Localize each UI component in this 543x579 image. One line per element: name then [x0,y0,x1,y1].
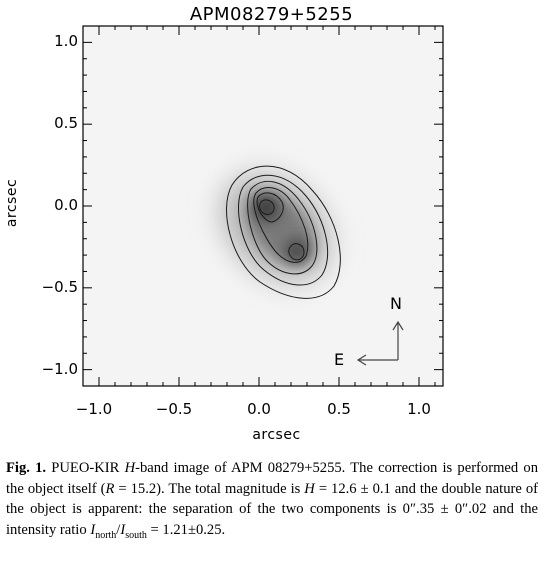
y-axis-label: arcsec [4,178,20,228]
caption-slash: / [116,521,121,538]
contour-1 [226,165,341,299]
caption-var-r: R [105,480,115,497]
contour-3 [247,180,318,275]
contour-south-peak [288,243,305,261]
figure-caption: Fig. 1. PUEO-KIR H-band image of APM 082… [6,458,538,540]
north-label: N [390,294,402,313]
x-tick-label: 1.0 [407,400,431,418]
caption-sub-north: north [95,529,117,541]
caption-text-4: = 12.6 ± 0.1 and the double nature of th… [6,480,538,538]
y-tick-label: 0.5 [54,114,78,133]
caption-text-3: = 15.2). The total magnitude is [114,480,305,497]
caption-text-2: -band image of APM 08279+5255. The corre… [6,460,538,497]
contour-4 [253,187,309,263]
plot-title: APM08279+5255 [189,4,354,25]
plot-area [82,25,444,387]
north-core [253,195,279,221]
east-label: E [334,350,345,369]
east-arrowhead [356,354,367,366]
caption-text-1: PUEO-KIR [46,460,125,476]
caption-label: Fig. 1. [6,460,47,476]
caption-var-i-south: I [120,521,126,538]
figure-panel: APM08279+5255 [4,4,444,443]
y-tick-label: −1.0 [41,359,78,378]
north-arrowhead [392,320,404,331]
x-tick-label: −0.5 [155,400,193,418]
caption-var-h2: H [304,480,315,497]
compass-arrows [356,320,404,366]
y-tick-label: 0.0 [54,196,78,214]
y-tick-label: −0.5 [41,277,78,296]
caption-var-i-north: I [90,521,96,538]
contour-set [226,165,341,299]
contour-5 [256,192,284,223]
caption-sub-south: south [125,529,147,541]
tick-marks [82,25,443,387]
x-tick-label: 0.5 [327,400,351,418]
x-tick-label: 0.0 [247,400,271,418]
caption-text-5: = 1.21±0.25. [146,521,226,538]
caption-var-h: H [124,460,136,476]
contour-north-peak [259,199,275,215]
x-axis-label: arcsec [252,427,301,443]
contour-2 [238,174,329,286]
x-tick-label: −1.0 [75,400,113,418]
y-tick-label: 1.0 [54,32,78,51]
